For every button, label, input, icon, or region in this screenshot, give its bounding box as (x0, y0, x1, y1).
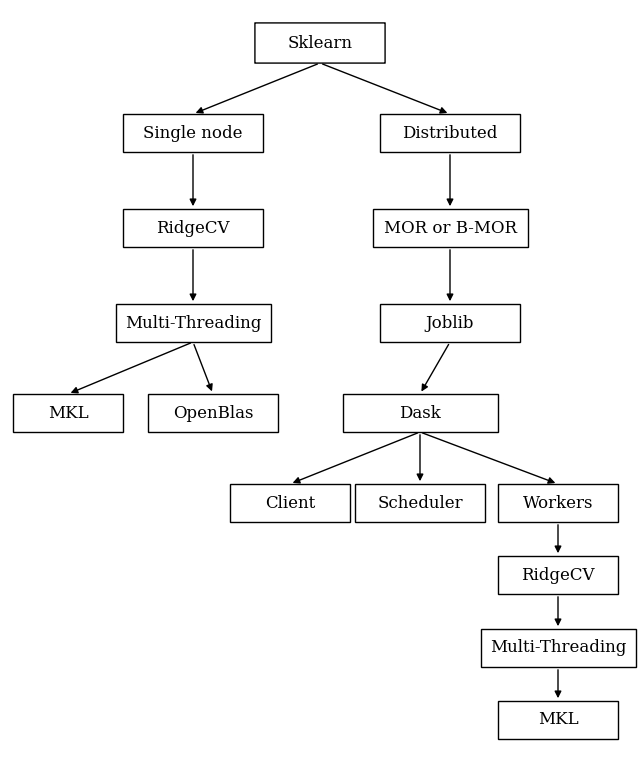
Text: Multi-Threading: Multi-Threading (125, 314, 261, 331)
FancyBboxPatch shape (380, 304, 520, 342)
Text: Scheduler: Scheduler (377, 494, 463, 512)
FancyBboxPatch shape (380, 114, 520, 152)
Text: MOR or B-MOR: MOR or B-MOR (383, 220, 516, 236)
Text: Multi-Threading: Multi-Threading (490, 640, 626, 656)
Text: Dask: Dask (399, 405, 441, 422)
Text: Sklearn: Sklearn (287, 34, 353, 51)
Text: MKL: MKL (538, 711, 579, 728)
Text: Distributed: Distributed (403, 125, 498, 142)
Text: Joblib: Joblib (426, 314, 474, 331)
FancyBboxPatch shape (342, 394, 497, 432)
Text: Client: Client (265, 494, 315, 512)
Text: Single node: Single node (143, 125, 243, 142)
FancyBboxPatch shape (230, 484, 350, 522)
FancyBboxPatch shape (13, 394, 123, 432)
Text: Workers: Workers (523, 494, 593, 512)
FancyBboxPatch shape (498, 556, 618, 594)
FancyBboxPatch shape (498, 701, 618, 739)
FancyBboxPatch shape (355, 484, 485, 522)
FancyBboxPatch shape (123, 209, 263, 247)
FancyBboxPatch shape (115, 304, 271, 342)
Text: MKL: MKL (48, 405, 88, 422)
FancyBboxPatch shape (148, 394, 278, 432)
FancyBboxPatch shape (498, 484, 618, 522)
Text: RidgeCV: RidgeCV (156, 220, 230, 236)
FancyBboxPatch shape (481, 629, 636, 667)
FancyBboxPatch shape (372, 209, 527, 247)
FancyBboxPatch shape (255, 23, 385, 63)
FancyBboxPatch shape (123, 114, 263, 152)
Text: OpenBlas: OpenBlas (173, 405, 253, 422)
Text: RidgeCV: RidgeCV (521, 567, 595, 584)
